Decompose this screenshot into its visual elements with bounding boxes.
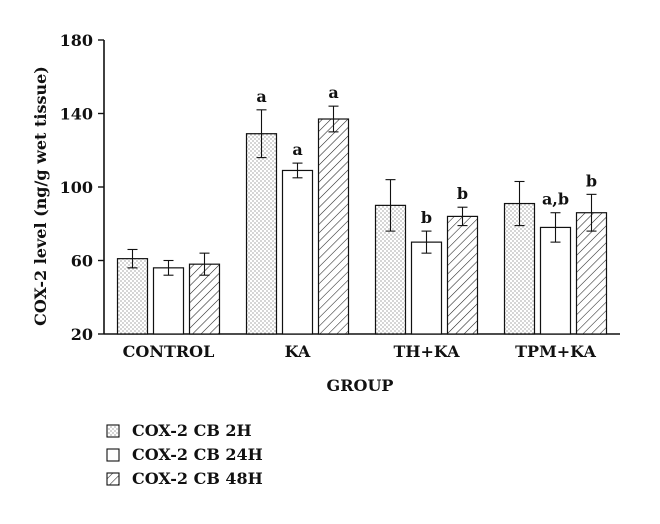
bar-tpm-ka-2 <box>575 212 608 335</box>
x-tick-label: TPM+KA <box>515 342 596 361</box>
bar-control-0 <box>116 258 149 335</box>
bar-ka-2 <box>317 118 350 335</box>
x-axis-label: GROUP <box>327 376 394 395</box>
legend: COX-2 CB 2H COX-2 CB 24H COX-2 CB 48H <box>106 421 263 488</box>
bar-ka-0 <box>245 133 278 335</box>
y-tick-label: 140 <box>60 105 93 124</box>
bar-control-2 <box>188 263 221 335</box>
y-tick-label: 20 <box>71 325 93 344</box>
legend-label: COX-2 CB 24H <box>132 445 263 464</box>
significance-label: b <box>421 208 432 227</box>
bar-tpm-ka-1 <box>539 226 572 335</box>
x-tick-label: CONTROL <box>123 342 215 361</box>
significance-label: b <box>586 171 597 190</box>
x-tick-label: TH+KA <box>393 342 460 361</box>
significance-label: a <box>292 140 302 159</box>
bar-control-1 <box>152 267 185 335</box>
y-axis-ticks: 20 60 100 140 180 <box>60 31 104 344</box>
legend-swatch <box>106 424 120 438</box>
significance-label: a <box>328 83 338 102</box>
bar-th-ka-1 <box>410 241 443 335</box>
bar-ka-1 <box>281 169 314 335</box>
significance-label: a <box>256 87 266 106</box>
y-tick-label: 60 <box>71 252 93 271</box>
y-axis-label: COX-2 level (ng/g wet tissue) <box>31 66 50 326</box>
significance-label: a,b <box>542 190 569 209</box>
significance-label: b <box>457 184 468 203</box>
legend-label: COX-2 CB 2H <box>132 421 252 440</box>
bars-group: a a a b b a,b b <box>116 83 608 335</box>
legend-swatch <box>106 472 120 486</box>
legend-swatch <box>106 448 120 462</box>
x-tick-label: KA <box>285 342 311 361</box>
y-tick-label: 100 <box>60 178 93 197</box>
x-axis-ticks: CONTROL KA TH+KA TPM+KA <box>123 342 597 361</box>
bar-th-ka-2 <box>446 215 479 335</box>
y-tick-label: 180 <box>60 31 93 50</box>
legend-label: COX-2 CB 48H <box>132 469 263 488</box>
